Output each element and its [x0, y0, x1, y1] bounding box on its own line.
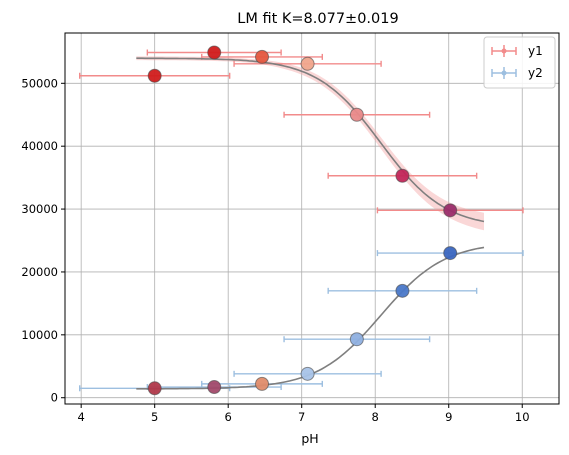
- x-axis-label: pH: [301, 431, 318, 446]
- chart-title: LM fit K=8.077±0.019: [237, 11, 398, 27]
- point-y1: [255, 49, 270, 64]
- y1-fit-curve: [136, 57, 485, 223]
- x-tick-label: 10: [515, 410, 530, 424]
- point-y1: [443, 203, 458, 218]
- ticks: 4 5 6 7 8 9 10 0 10000 20000 30000 40000 50000: [21, 76, 529, 424]
- x-tick-label: 8: [372, 410, 379, 424]
- x-tick-label: 5: [151, 410, 158, 424]
- y-tick-label: 30000: [21, 202, 58, 216]
- y-tick-label: 10000: [21, 328, 58, 342]
- legend: y1 y2: [483, 36, 556, 89]
- y-tick-label: 50000: [21, 76, 58, 90]
- confidence-band: [136, 56, 485, 231]
- point-y2: [300, 366, 315, 381]
- point-y1: [207, 45, 222, 60]
- point-y2: [147, 381, 162, 396]
- legend-entry-y1: y1: [491, 44, 543, 58]
- legend-label-y1: y1: [528, 44, 543, 58]
- x-tick-label: 6: [225, 410, 232, 424]
- point-y1: [300, 56, 315, 71]
- x-tick-label: 7: [298, 410, 305, 424]
- y-tick-label: 0: [51, 391, 58, 405]
- x-tick-label: 4: [78, 410, 85, 424]
- point-y2: [395, 283, 410, 298]
- data-points: [147, 45, 458, 396]
- point-y1: [395, 168, 410, 183]
- y1-confidence-band: [136, 56, 485, 231]
- point-y1: [147, 68, 162, 83]
- point-y2: [349, 332, 364, 347]
- legend-label-y2: y2: [528, 66, 543, 80]
- y-tick-label: 20000: [21, 265, 58, 279]
- legend-box: [483, 36, 556, 89]
- point-y2: [207, 380, 222, 395]
- grid: [65, 33, 559, 404]
- point-y1: [349, 107, 364, 122]
- y-tick-label: 40000: [21, 139, 58, 153]
- point-y2: [255, 376, 270, 391]
- x-tick-label: 9: [445, 410, 452, 424]
- legend-entry-y2: y2: [491, 66, 543, 80]
- point-y2: [443, 246, 458, 261]
- plot-frame: [64, 32, 560, 405]
